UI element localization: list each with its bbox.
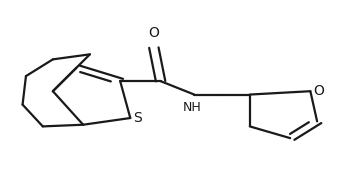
Text: O: O bbox=[313, 84, 324, 98]
Text: O: O bbox=[148, 26, 159, 40]
Text: NH: NH bbox=[183, 101, 202, 114]
Text: S: S bbox=[132, 111, 141, 125]
